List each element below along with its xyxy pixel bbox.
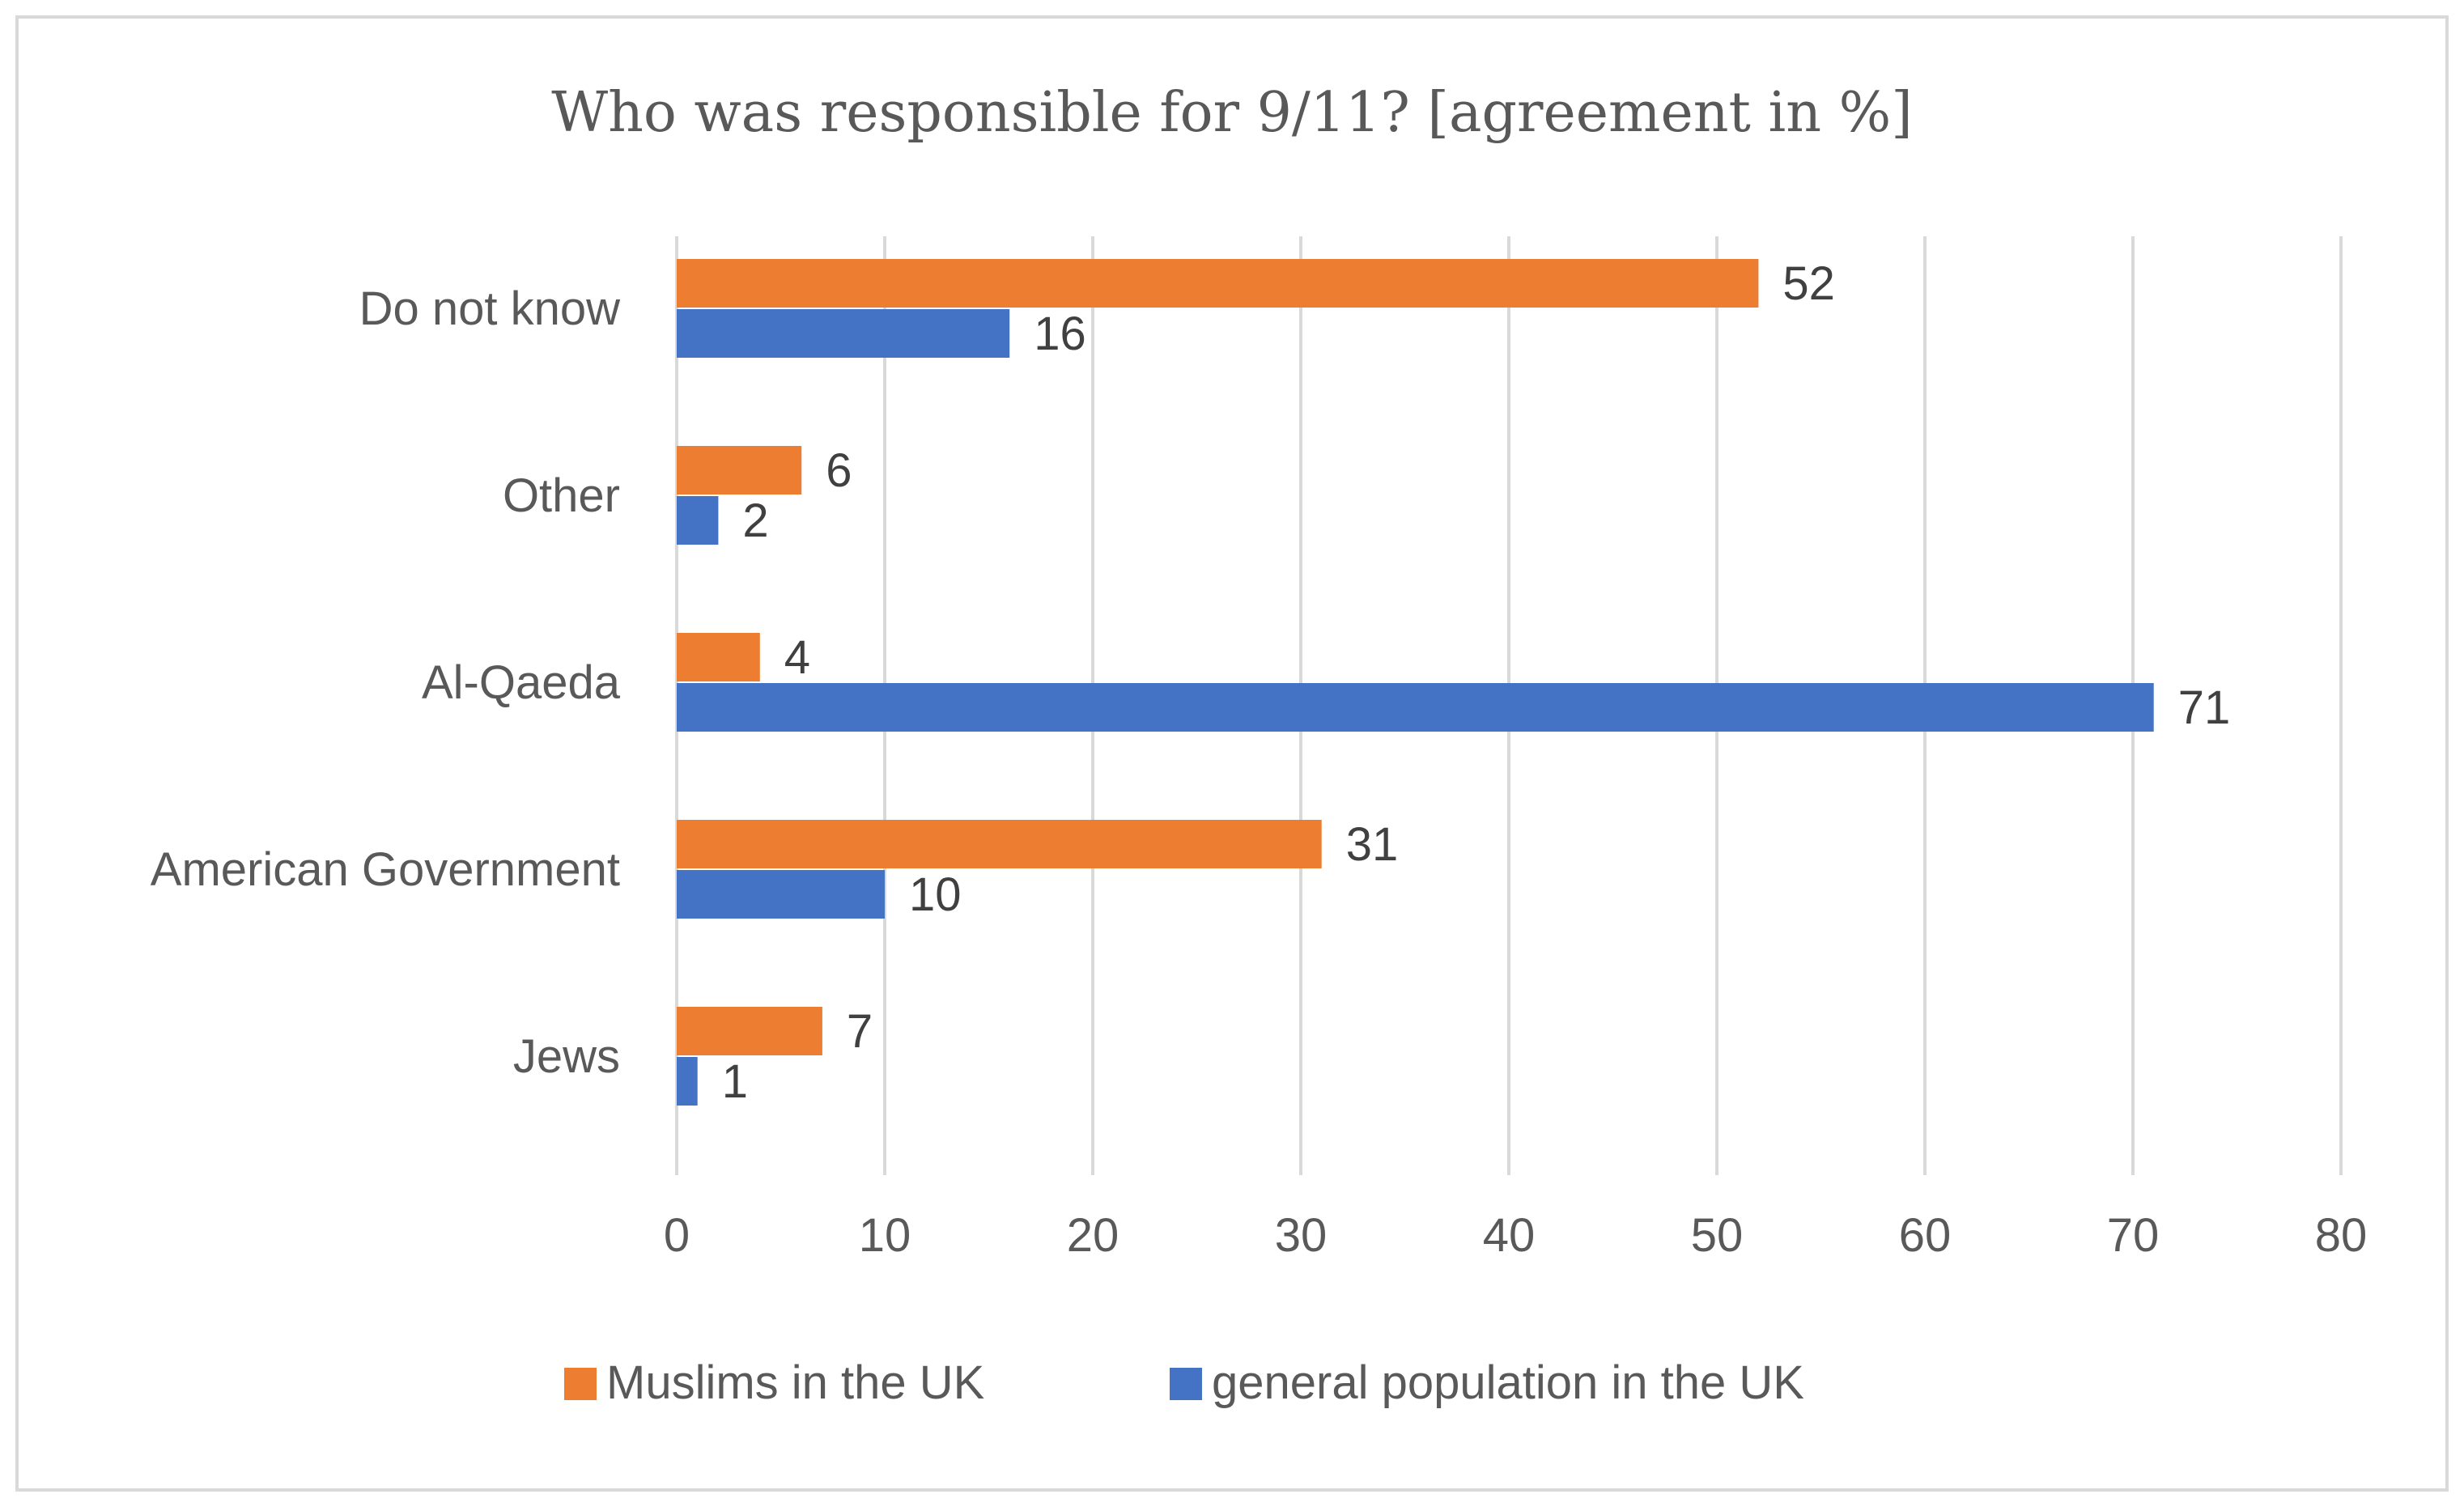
- data-label: 6: [826, 444, 852, 497]
- bar: [677, 1007, 822, 1055]
- category-label: American Government: [151, 843, 620, 896]
- x-tick-labels: 0 10 20 30 40 50 60 70 80: [664, 1209, 2367, 1262]
- legend-swatch: [1170, 1368, 1202, 1400]
- bar: [677, 1057, 698, 1106]
- category-label: Do not know: [359, 282, 622, 335]
- legend-label: general population in the UK: [1212, 1356, 1804, 1409]
- chart-title: Who was responsible for 9/11? [agreement…: [551, 81, 1913, 145]
- x-tick-label: 50: [1691, 1209, 1744, 1262]
- data-label: 71: [2178, 681, 2231, 734]
- data-label: 52: [1782, 257, 1835, 310]
- x-tick-label: 70: [2107, 1209, 2160, 1262]
- category-labels: Do not know Other Al-Qaeda American Governm…: [151, 282, 621, 1083]
- x-tick-label: 20: [1067, 1209, 1119, 1262]
- legend-label: Muslims in the UK: [606, 1356, 985, 1409]
- bar: [677, 496, 719, 545]
- data-label: 10: [909, 868, 962, 921]
- bar: [677, 309, 1010, 358]
- x-tick-label: 40: [1483, 1209, 1536, 1262]
- bar: [677, 870, 885, 919]
- bar: [677, 259, 1759, 308]
- legend-swatch: [564, 1368, 597, 1400]
- data-label: 16: [1034, 308, 1086, 360]
- x-tick-label: 0: [664, 1209, 690, 1262]
- x-tick-label: 30: [1275, 1209, 1328, 1262]
- category-label: Al-Qaeda: [422, 656, 621, 709]
- data-label: 2: [742, 494, 768, 547]
- category-label: Jews: [513, 1030, 620, 1083]
- data-label: 1: [722, 1055, 748, 1108]
- x-tick-label: 60: [1899, 1209, 1952, 1262]
- chart-border: [15, 15, 2449, 1492]
- bar: [677, 633, 760, 681]
- bar: [677, 446, 802, 494]
- category-label: Other: [503, 469, 620, 522]
- data-label: 4: [784, 631, 810, 684]
- x-tick-label: 80: [2315, 1209, 2368, 1262]
- bar: [677, 683, 2154, 732]
- data-label: 31: [1346, 818, 1399, 871]
- x-tick-label: 10: [859, 1209, 911, 1262]
- legend: Muslims in the UK general population in t…: [564, 1356, 1804, 1409]
- bars: [677, 259, 2154, 1106]
- bar: [677, 820, 1322, 868]
- data-label: 7: [847, 1005, 873, 1058]
